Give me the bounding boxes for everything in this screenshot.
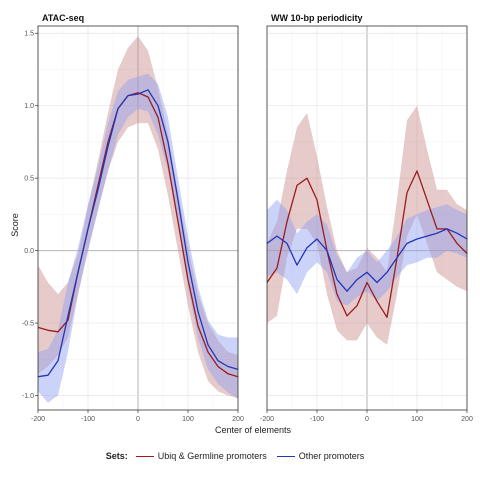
ribbon-other (38, 73, 238, 403)
panel-title: WW 10-bp periodicity (271, 13, 363, 23)
x-tick-label: -200 (260, 416, 274, 423)
x-tick-label: 0 (136, 416, 140, 423)
x-tick-label: -100 (81, 416, 95, 423)
x-tick-label: -200 (31, 416, 45, 423)
legend-label-ubiq-germline: Ubiq & Germline promoters (157, 451, 267, 461)
ribbon-ubiq-germline (267, 105, 467, 345)
y-tick-label: 1.0 (24, 103, 34, 110)
panel-title: ATAC-seq (42, 13, 84, 23)
y-tick-label: 1.5 (24, 31, 34, 38)
x-tick-label: 0 (365, 416, 369, 423)
y-tick-label: 0.0 (24, 248, 34, 255)
legend-key-other (276, 455, 295, 457)
x-tick-label: 200 (461, 416, 473, 423)
y-tick-label: -0.5 (22, 321, 34, 328)
x-tick-label: 200 (232, 416, 244, 423)
x-tick-label: 100 (182, 416, 194, 423)
panel-ww-periodicity: WW 10-bp periodicity -200 -100 0 100 200 (260, 13, 473, 423)
y-tick-label: 0.5 (24, 176, 34, 183)
legend: Sets: Ubiq & Germline promoters Other pr… (0, 448, 480, 464)
legend-label-other: Other promoters (298, 451, 365, 461)
ribbon-ubiq-germline (38, 36, 238, 399)
x-tick-label: -100 (310, 416, 324, 423)
panel-atac-seq: ATAC-seq -200 -100 0 100 200 -1.0 -0.5 0.0 0.5 1.0… (22, 13, 244, 423)
legend-title: Sets: (105, 451, 128, 461)
line-other (37, 89, 239, 378)
legend-item-ubiq-germline: Ubiq & Germline promoters (135, 451, 267, 461)
y-axis-label: Score (10, 213, 20, 237)
x-axis-label: Center of elements (215, 425, 292, 435)
legend-key-ubiq-germline (135, 455, 154, 457)
y-tick-label: -1.0 (22, 393, 34, 400)
ribbon-other (267, 199, 467, 306)
line-ubiq-germline (266, 170, 468, 318)
x-tick-label: 100 (411, 416, 423, 423)
legend-item-other: Other promoters (276, 451, 365, 461)
line-other (266, 228, 468, 292)
line-ubiq-germline (37, 92, 239, 378)
